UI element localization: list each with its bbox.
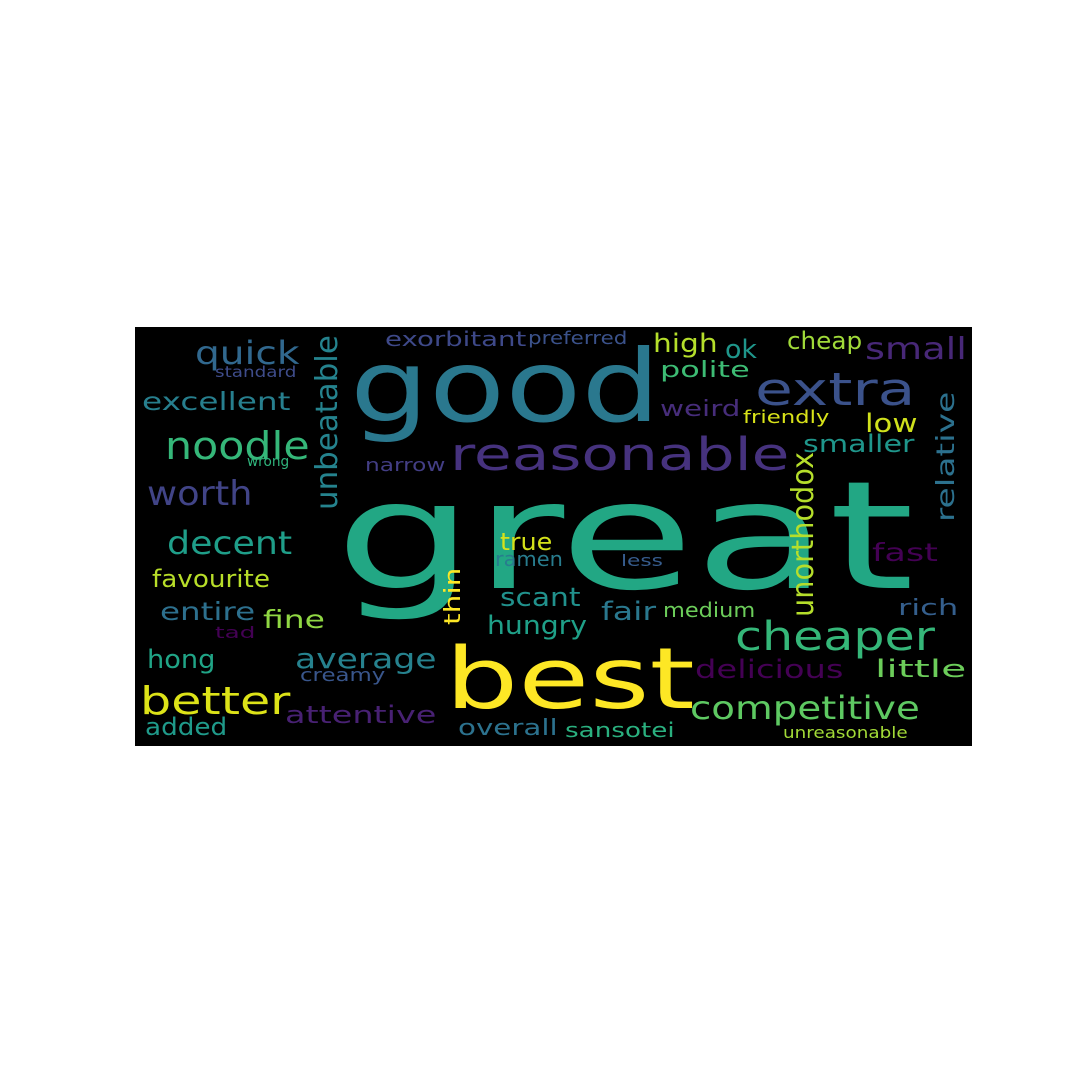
word-rich: rich [898,596,959,621]
word-hungry: hungry [487,611,588,641]
word-noodle: noodle [165,424,310,468]
word-attentive: attentive [285,701,437,729]
word-fair: fair [601,597,656,627]
word-quick: quick [195,334,300,372]
word-great: great [335,450,915,624]
word-preferred: preferred [528,328,628,349]
word-good: good [350,328,661,445]
word-polite: polite [660,358,750,383]
word-medium: medium [663,598,756,622]
word-overall: overall [458,716,558,741]
word-hong: hong [147,645,216,675]
word-scant: scant [500,583,581,613]
word-unbeatable: unbeatable [310,335,345,510]
word-extra: extra [755,363,916,416]
word-ramen: ramen [495,547,563,571]
word-excellent: excellent [142,387,291,416]
word-smaller: smaller [803,430,915,458]
word-narrow: narrow [365,455,446,476]
word-decent: decent [167,524,293,562]
word-little: little [875,655,967,683]
word-competitive: competitive [690,689,920,727]
word-unorthodox: unorthodox [786,451,821,617]
word-tad: tad [215,623,256,642]
word-added: added [145,713,228,741]
word-best: best [445,630,695,729]
word-wrong: wrong [247,454,290,470]
word-worth: worth [147,474,253,514]
word-creamy: creamy [300,665,386,686]
word-low: low [865,409,918,439]
word-cheap: cheap [787,327,863,355]
word-better: better [140,679,291,723]
word-reasonable: reasonable [450,428,790,481]
word-thin: thin [441,567,466,625]
word-unreasonable: unreasonable [783,723,908,742]
word-delicious: delicious [695,655,844,685]
word-exorbitant: exorbitant [385,327,527,351]
word-sansotei: sansotei [565,718,675,742]
word-ok: ok [725,335,757,365]
word-less: less [621,551,663,570]
word-true: true [500,528,553,556]
word-average: average [295,642,437,675]
word-cloud: great good best reasonable extra cheaper… [135,327,972,746]
word-fine: fine [263,605,325,634]
word-small: small [865,332,967,367]
word-weird: weird [660,397,741,422]
word-relative: relative [931,391,960,522]
word-friendly: friendly [743,407,830,428]
word-entire: entire [160,597,256,626]
word-cheaper: cheaper [735,614,935,660]
word-fast: fast [872,538,938,567]
word-standard: standard [215,363,297,381]
word-favourite: favourite [152,565,270,593]
word-high: high [653,329,718,359]
